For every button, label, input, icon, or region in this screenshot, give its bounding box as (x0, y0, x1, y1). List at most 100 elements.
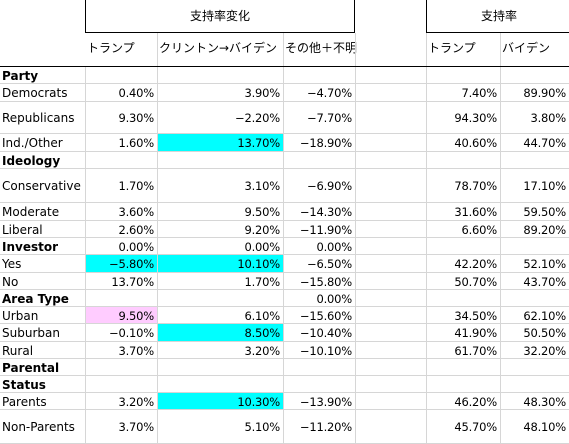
cell-clinton-biden-change[interactable]: 9.50% (244, 205, 280, 219)
cell-biden-support[interactable]: 50.50% (523, 326, 566, 340)
cell-biden-support[interactable]: 3.80% (530, 111, 566, 125)
cell-other-unknown-change[interactable]: −10.40% (299, 326, 352, 340)
cell-trump-change[interactable]: 3.20% (118, 394, 154, 409)
cell-trump-change[interactable]: 9.30% (118, 111, 154, 125)
cell-biden-support[interactable]: 52.10% (523, 257, 566, 271)
cell-trump-change[interactable]: −5.80% (86, 255, 157, 273)
cell-biden-support[interactable]: 48.10% (523, 420, 566, 434)
cell-other-unknown-change[interactable]: 0.00% (316, 239, 352, 254)
cell-trump-change[interactable] (86, 152, 157, 169)
cell-clinton-biden-change[interactable]: 5.10% (244, 420, 280, 434)
cell-other-unknown-change[interactable]: −15.60% (299, 308, 352, 323)
cell-other-unknown-change[interactable] (284, 376, 355, 393)
cell-trump-change[interactable]: 3.70% (118, 420, 154, 434)
cell-trump-support[interactable]: 94.30% (454, 111, 497, 125)
col-divider (500, 359, 501, 376)
cell-other-unknown-change[interactable]: −18.90% (299, 136, 352, 150)
cell-biden-support[interactable] (501, 152, 569, 169)
cell-other-unknown-change[interactable]: −15.80% (299, 274, 352, 289)
cell-trump-support[interactable] (427, 67, 500, 84)
cell-biden-support[interactable] (501, 67, 569, 84)
cell-clinton-biden-change[interactable]: 8.50% (158, 324, 283, 342)
cell-trump-change[interactable]: 3.70% (118, 343, 154, 358)
cell-biden-support[interactable]: 17.10% (523, 179, 566, 193)
cell-trump-support[interactable]: 42.20% (454, 257, 497, 271)
cell-other-unknown-change[interactable] (284, 359, 355, 376)
cell-biden-support[interactable]: 32.20% (523, 343, 566, 358)
cell-trump-support[interactable]: 45.70% (454, 420, 497, 434)
cell-other-unknown-change[interactable]: −11.90% (299, 222, 352, 237)
cell-clinton-biden-change[interactable]: 13.70% (158, 134, 283, 152)
cell-trump-change[interactable] (86, 359, 157, 376)
cell-biden-support[interactable] (501, 376, 569, 393)
cell-trump-support[interactable]: 7.40% (461, 86, 497, 100)
cell-trump-support[interactable]: 50.70% (454, 274, 497, 289)
cell-biden-support[interactable] (501, 290, 569, 307)
cell-other-unknown-change[interactable]: −6.50% (307, 257, 352, 271)
cell-trump-change[interactable] (86, 376, 157, 393)
cell-trump-change[interactable] (86, 290, 157, 307)
cell-other-unknown-change[interactable] (284, 152, 355, 169)
cell-clinton-biden-change[interactable]: 3.90% (244, 86, 280, 100)
cell-biden-support[interactable]: 89.90% (523, 86, 566, 100)
cell-trump-change[interactable]: 0.00% (118, 239, 154, 254)
cell-clinton-biden-change[interactable]: 6.10% (244, 308, 280, 323)
cell-trump-support[interactable]: 78.70% (454, 179, 497, 193)
cell-other-unknown-change[interactable]: −6.90% (307, 179, 352, 193)
cell-biden-support[interactable]: 89.20% (523, 222, 566, 237)
cell-other-unknown-change[interactable]: −7.70% (307, 111, 352, 125)
table-row: Yes −5.80% 10.10% −6.50% 42.20% 52.10% (0, 255, 569, 273)
cell-trump-support[interactable]: 61.70% (454, 343, 497, 358)
cell-clinton-biden-change[interactable]: 10.30% (158, 393, 283, 410)
cell-biden-support[interactable]: 59.50% (523, 205, 566, 219)
cell-trump-support[interactable]: 40.60% (454, 136, 497, 150)
cell-trump-change[interactable]: 1.60% (118, 136, 154, 150)
col-divider (355, 134, 356, 152)
cell-biden-support[interactable]: 44.70% (523, 136, 566, 150)
cell-trump-change[interactable] (86, 67, 157, 84)
cell-clinton-biden-change[interactable]: 3.20% (244, 343, 280, 358)
cell-biden-support[interactable]: 62.10% (523, 308, 566, 323)
cell-trump-support[interactable]: 6.60% (461, 222, 497, 237)
cell-other-unknown-change[interactable]: −4.70% (307, 86, 352, 100)
col-divider (355, 221, 356, 238)
cell-clinton-biden-change[interactable]: −2.20% (235, 111, 280, 125)
cell-other-unknown-change[interactable]: −14.30% (299, 205, 352, 219)
cell-biden-support[interactable]: 43.70% (523, 274, 566, 289)
cell-trump-support[interactable] (427, 359, 500, 376)
cell-trump-change[interactable]: 0.40% (118, 86, 154, 100)
cell-clinton-biden-change[interactable]: 10.10% (158, 255, 283, 273)
cell-other-unknown-change[interactable]: 0.00% (316, 291, 352, 306)
cell-trump-change[interactable]: 9.50% (86, 307, 157, 324)
cell-clinton-biden-change[interactable]: 3.10% (244, 179, 280, 193)
cell-clinton-biden-change[interactable]: 0.00% (244, 239, 280, 254)
cell-other-unknown-change[interactable]: −13.90% (299, 394, 352, 409)
cell-other-unknown-change[interactable] (284, 67, 355, 84)
cell-other-unknown-change[interactable]: −11.20% (299, 420, 352, 434)
cell-trump-support[interactable]: 31.60% (454, 205, 497, 219)
cell-biden-support[interactable] (501, 238, 569, 255)
cell-trump-support[interactable] (427, 152, 500, 169)
cell-clinton-biden-change[interactable] (158, 67, 283, 84)
cell-trump-support[interactable]: 46.20% (454, 394, 497, 409)
cell-clinton-biden-change[interactable] (158, 290, 283, 307)
cell-trump-change[interactable]: 3.60% (118, 205, 154, 219)
cell-biden-support[interactable]: 48.30% (523, 394, 566, 409)
cell-trump-support[interactable] (427, 376, 500, 393)
cell-clinton-biden-change[interactable] (158, 359, 283, 376)
cell-other-unknown-change[interactable]: −10.10% (299, 343, 352, 358)
cell-trump-change[interactable]: 1.70% (118, 179, 154, 193)
cell-trump-change[interactable]: 13.70% (111, 274, 154, 289)
cell-trump-support[interactable] (427, 238, 500, 255)
col-divider (157, 203, 158, 221)
cell-trump-change[interactable]: −0.10% (109, 326, 154, 340)
cell-trump-support[interactable]: 41.90% (454, 326, 497, 340)
cell-clinton-biden-change[interactable] (158, 152, 283, 169)
cell-clinton-biden-change[interactable]: 9.20% (244, 222, 280, 237)
cell-trump-change[interactable]: 2.60% (118, 222, 154, 237)
cell-biden-support[interactable] (501, 359, 569, 376)
cell-trump-support[interactable]: 34.50% (454, 308, 497, 323)
cell-clinton-biden-change[interactable]: 1.70% (244, 274, 280, 289)
cell-trump-support[interactable] (427, 290, 500, 307)
cell-clinton-biden-change[interactable] (158, 376, 283, 393)
